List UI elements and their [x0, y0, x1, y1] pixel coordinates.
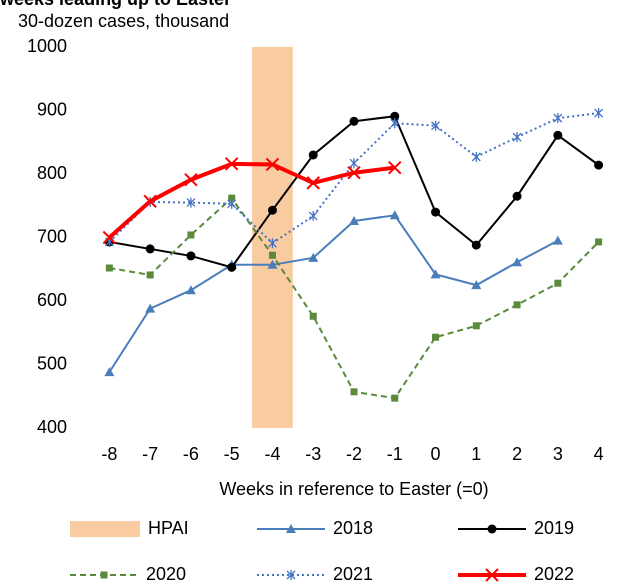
- marker: [309, 312, 317, 320]
- marker: [308, 210, 318, 221]
- marker: [267, 259, 278, 269]
- x-tick-label: -1: [387, 444, 403, 464]
- marker: [472, 322, 480, 330]
- x-tick-label: -5: [224, 444, 240, 464]
- marker: [594, 108, 604, 119]
- series-line: [108, 214, 559, 373]
- marker: [512, 257, 523, 267]
- marker: [185, 285, 196, 295]
- marker: [390, 118, 400, 129]
- y-tick-label: 1000: [27, 36, 67, 56]
- marker: [186, 251, 196, 261]
- marker: [100, 571, 108, 579]
- marker: [228, 194, 236, 202]
- marker: [595, 238, 603, 246]
- marker: [306, 176, 320, 190]
- marker: [146, 271, 154, 279]
- marker: [268, 238, 277, 249]
- hpai-band: [252, 47, 293, 428]
- x-tick-label: 0: [431, 444, 441, 464]
- x-tick-label: -2: [346, 444, 362, 464]
- x-tick-label: 4: [594, 444, 604, 464]
- chart-subtitle: 30-dozen cases, thousand: [18, 11, 229, 31]
- marker: [471, 240, 481, 250]
- marker: [349, 215, 359, 225]
- legend-swatch: [70, 521, 140, 537]
- marker: [431, 120, 440, 131]
- chart-title: weeks leading up to Easter: [0, 0, 231, 9]
- legend-label: 2018: [333, 518, 373, 538]
- marker: [513, 301, 521, 309]
- marker: [594, 160, 604, 170]
- marker: [143, 194, 157, 209]
- marker: [227, 262, 237, 272]
- marker: [286, 570, 296, 580]
- marker: [286, 524, 296, 533]
- x-tick-label: -6: [183, 444, 199, 464]
- marker: [512, 191, 522, 201]
- series-line: [108, 161, 396, 239]
- y-tick-label: 800: [37, 163, 67, 183]
- marker: [487, 524, 497, 534]
- x-axis-label: Weeks in reference to Easter (=0): [219, 479, 488, 499]
- marker: [186, 197, 196, 208]
- marker: [184, 173, 198, 187]
- marker: [308, 150, 318, 160]
- y-tick-label: 600: [37, 290, 67, 310]
- marker: [390, 111, 400, 121]
- marker: [145, 303, 156, 313]
- marker: [388, 160, 402, 175]
- marker: [349, 158, 359, 169]
- legend-label: 2021: [333, 564, 373, 584]
- marker: [349, 116, 359, 126]
- marker: [102, 230, 117, 245]
- legend-label: 2019: [534, 518, 574, 538]
- series-line: [109, 196, 600, 400]
- marker: [267, 205, 277, 215]
- marker: [471, 280, 482, 290]
- marker: [431, 207, 441, 217]
- marker: [347, 166, 361, 180]
- y-tick-label: 900: [37, 99, 67, 119]
- marker: [512, 132, 522, 143]
- marker: [471, 151, 481, 162]
- marker: [265, 157, 280, 172]
- x-tick-label: -3: [305, 444, 321, 464]
- x-tick-label: 3: [553, 444, 563, 464]
- marker: [224, 157, 239, 171]
- x-tick-label: -8: [101, 444, 117, 464]
- marker: [391, 394, 399, 402]
- marker: [105, 264, 113, 272]
- y-tick-label: 500: [37, 353, 67, 373]
- x-tick-label: 1: [471, 444, 481, 464]
- marker: [552, 235, 563, 245]
- x-tick-label: 2: [512, 444, 522, 464]
- marker: [227, 198, 237, 209]
- marker: [389, 210, 400, 220]
- marker: [485, 568, 499, 582]
- y-tick-label: 400: [37, 417, 67, 437]
- marker: [187, 231, 195, 239]
- marker: [350, 388, 358, 396]
- legend-label: 2020: [146, 564, 186, 584]
- marker: [308, 252, 319, 262]
- marker: [553, 113, 563, 124]
- marker: [104, 367, 115, 377]
- legend-label: 2022: [534, 564, 574, 584]
- y-tick-label: 700: [37, 226, 67, 246]
- marker: [145, 244, 155, 254]
- marker: [432, 333, 440, 341]
- x-tick-label: -4: [264, 444, 280, 464]
- marker: [553, 130, 563, 140]
- marker: [268, 251, 276, 259]
- marker: [430, 269, 441, 279]
- x-tick-label: -7: [142, 444, 158, 464]
- legend-label: HPAI: [148, 518, 189, 538]
- marker: [554, 279, 562, 287]
- series-line: [109, 115, 600, 269]
